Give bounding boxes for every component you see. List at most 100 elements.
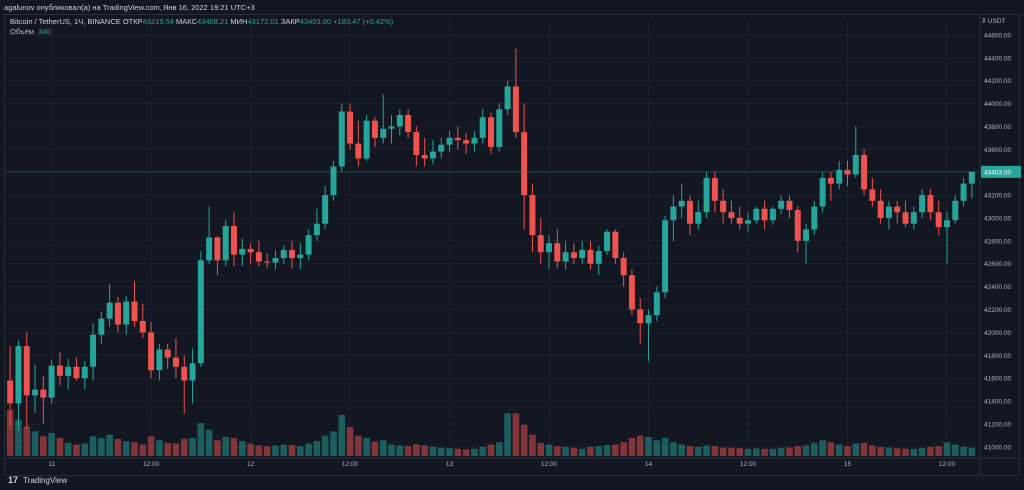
volume-bar [587,446,594,456]
volume-bar [446,448,453,456]
candle-body [521,132,528,196]
candle-body [156,349,163,371]
volume-bar [64,442,72,456]
volume-bar [396,445,404,456]
y-tick-label: 41200.00 [984,421,1011,428]
y-tick-label: 42800.00 [984,238,1011,245]
volume-bar [504,413,511,456]
candle-body [612,231,619,259]
y-tick-label: 44200.00 [984,78,1011,85]
candle-body [131,301,138,321]
candle-body [570,252,577,259]
publish-date: Янв 16, 2022 19:21 UTC+3 [163,3,255,12]
volume-bar [728,447,735,456]
y-tick-label: 42200.00 [984,307,1011,314]
open-label: ОТКР [122,17,143,26]
volume-bar [214,440,221,456]
volume-bar [164,442,171,456]
candle-body [164,349,171,358]
volume-bar [769,448,777,456]
currency-sign: ₮ [982,18,986,25]
volume-bar [885,447,893,456]
open-value: 43219.54 [142,17,174,26]
y-tick-label: 43000.00 [984,215,1011,222]
candle-body [819,177,826,207]
candle-body [264,261,271,263]
close-label: ЗАКР [280,17,300,26]
candle-body [322,195,329,224]
volume-bar [811,442,818,456]
volume-bar [238,441,246,456]
volume-bar [968,447,976,456]
candle-body [222,225,229,261]
candle-body [620,258,627,276]
candle-body [662,220,669,293]
volume-bar [297,446,304,456]
candle-body [479,117,486,138]
currency-unit[interactable]: ₮ USDT [982,18,1006,25]
y-tick-label: 43600.00 [984,147,1011,154]
volume-bar [744,448,752,456]
x-tick-label: 12:00 [342,461,359,468]
y-tick-label: 41600.00 [984,376,1011,383]
candle-body [919,195,926,213]
candle-body [678,200,685,207]
volume-bar [545,444,553,456]
candle-body [429,151,436,159]
y-tick-label: 41000.00 [984,444,1011,451]
candle-body [562,252,569,262]
volume-bar [172,443,180,456]
candle-body [181,366,188,381]
volume-bar [852,443,860,456]
volume-bar [15,419,22,456]
candle-body [347,111,354,144]
candle-body [98,318,105,335]
candle-body [529,195,536,236]
x-tick-label: 13 [446,461,454,468]
volume-bar [222,436,230,456]
volume-bar [761,448,768,456]
volume-bar [927,446,934,456]
candle-body [877,200,884,218]
candle-body [595,251,602,264]
candle-body [81,366,88,379]
candle-body [106,302,113,319]
volume-bar [520,424,528,456]
candle-body [827,177,834,184]
candle-body [280,250,287,259]
candle-body [670,206,677,221]
volume-bar [6,410,14,456]
footer: 17 TradingView [8,475,67,485]
volume-bar [56,437,64,456]
volume-bar [255,445,263,456]
publication-header: agalunov опубликовал(а) на TradingView.c… [0,0,1024,14]
volume-bar [703,445,710,456]
volume-bar [413,444,420,456]
brand-name: TradingView [23,476,68,485]
volume-bar [578,448,586,456]
volume-bar [404,446,412,456]
candle-body [695,212,702,224]
symbol-title[interactable]: Bitcoin / TetherUS, 1Ч, BINANCE [10,17,121,26]
last-price-label: 43403.00 [984,169,1011,176]
candle-body [836,169,843,184]
x-tick-label: 15 [844,461,852,468]
volume-bar [388,444,395,456]
candle-body [139,320,146,333]
volume-bar [786,447,793,456]
volume-bar [554,446,561,456]
candle-body [189,363,196,381]
volume-bar [272,445,279,456]
volume-bar [686,446,694,456]
tradingview-logo-icon: 17 [8,475,19,485]
volume-bar [437,447,445,456]
volume-bar [512,413,520,456]
volume-bar [31,431,39,456]
volume-bar [313,441,321,456]
chart-frame [4,14,1020,476]
volume-bar [910,448,918,456]
candle-body [289,250,296,259]
candle-body [488,117,494,148]
candle-body [504,86,511,110]
